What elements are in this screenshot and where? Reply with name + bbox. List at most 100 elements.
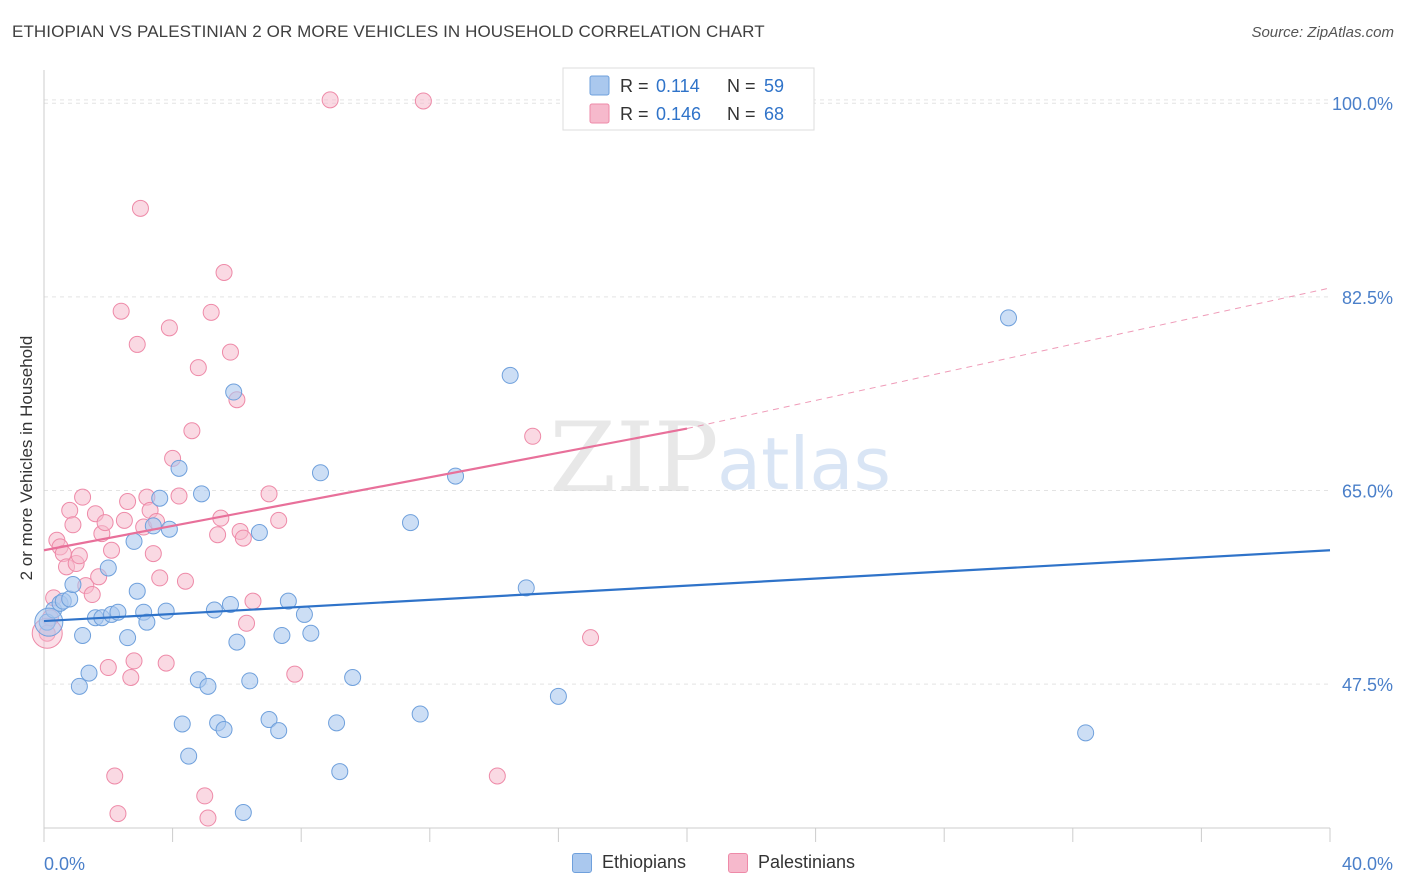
palestinians-point (286, 665, 304, 683)
ethiopians-point (402, 514, 420, 532)
palestinians-point (170, 487, 188, 505)
palestinians-point (202, 303, 220, 321)
ethiopians-point (199, 677, 217, 695)
palestinians-point (64, 516, 82, 534)
legend-n-label-palestinians: N = (727, 104, 756, 124)
x-tick-labels: 0.0% 40.0% (44, 854, 1393, 874)
palestinians-trend-line (43, 427, 688, 552)
palestinians-point (119, 493, 137, 511)
palestinians-point (157, 654, 175, 672)
ethiopians-point (160, 520, 178, 538)
legend-n-value-palestinians: 68 (764, 104, 784, 124)
ethiopians-point (64, 576, 82, 594)
ethiopians-point (1077, 724, 1095, 742)
palestinians-point (70, 547, 88, 565)
x-tick-label: 40.0% (1342, 854, 1393, 874)
ethiopians-point (501, 366, 519, 384)
palestinians-point (128, 335, 146, 353)
ethiopians-point (228, 633, 246, 651)
ethiopians-point (270, 722, 288, 740)
ethiopians-point (311, 464, 329, 482)
palestinians-point (96, 514, 114, 532)
palestinians-point (244, 592, 262, 610)
ethiopians-point (157, 602, 175, 620)
ethiopians-point (61, 590, 79, 608)
legend-item-ethiopians[interactable]: Ethiopians (572, 852, 686, 873)
ethiopians-point (119, 629, 137, 647)
watermark: ZIP atlas (549, 402, 891, 514)
trend-lines (43, 287, 1331, 623)
source-label: Source: ZipAtlas.com (1251, 24, 1394, 41)
ethiopians-point (170, 459, 188, 477)
ethiopians-trend-line (43, 549, 1331, 623)
palestinians-point (144, 545, 162, 563)
watermark-atlas: atlas (717, 422, 891, 506)
palestinians-point (524, 427, 542, 445)
ethiopians-points (34, 309, 1095, 822)
ethiopians-point (125, 532, 143, 550)
ethiopians-point (215, 721, 233, 739)
ethiopians-point (138, 613, 156, 631)
palestinians-point (131, 199, 149, 217)
ethiopians-point (250, 524, 268, 542)
palestinians-point (112, 302, 130, 320)
palestinians-point (151, 569, 169, 587)
legend-r-label-palestinians: R = (620, 104, 649, 124)
legend-top: R = 0.114 N = 59 R = 0.146 N = 68 (562, 67, 815, 131)
palestinians-point (125, 652, 143, 670)
legend-swatch-palestinians (589, 103, 610, 124)
y-tick-label: 82.5% (1342, 288, 1393, 308)
palestinians-point (183, 422, 201, 440)
ethiopians-point (173, 715, 191, 733)
y-tick-label: 65.0% (1342, 481, 1393, 501)
palestinians-point (209, 526, 227, 544)
ethiopians-point (193, 485, 211, 503)
palestinians-point (199, 809, 217, 827)
legend-item-palestinians[interactable]: Palestinians (728, 852, 855, 873)
palestinians-points (31, 91, 600, 827)
ethiopians-point (74, 626, 92, 644)
ethiopians-point (99, 559, 117, 577)
ethiopians-point (411, 705, 429, 723)
palestinians-trend-extension (686, 287, 1331, 430)
palestinians-point (221, 343, 239, 361)
palestinians-point (582, 629, 600, 647)
legend-r-label-ethiopians: R = (620, 76, 649, 96)
palestinians-point (103, 541, 121, 559)
ethiopians-point (205, 601, 223, 619)
palestinians-point (196, 787, 214, 805)
palestinians-point (115, 511, 133, 529)
palestinians-point (234, 529, 252, 547)
palestinians-point (189, 359, 207, 377)
watermark-zip: ZIP (549, 402, 718, 514)
palestinians-point (61, 501, 79, 519)
palestinians-point (260, 485, 278, 503)
palestinians-point (74, 488, 92, 506)
y-tick-label: 100.0% (1332, 94, 1393, 114)
legend-label-ethiopians: Ethiopians (602, 852, 687, 872)
ethiopians-point (517, 579, 535, 597)
y-tick-labels: 47.5% 65.0% 82.5% 100.0% (1332, 94, 1393, 695)
palestinians-point (215, 264, 233, 282)
palestinians-point (414, 92, 432, 110)
ethiopians-point (328, 714, 346, 732)
ethiopians-point (1000, 309, 1017, 327)
ethiopians-point (221, 595, 239, 613)
legend-swatch-ethiopians (589, 75, 610, 96)
palestinians-point (99, 659, 117, 677)
ethiopians-point (128, 582, 146, 600)
legend-swatch-ethiopians-bottom (572, 852, 592, 873)
legend-n-label-ethiopians: N = (727, 76, 756, 96)
palestinians-point (83, 586, 101, 604)
ethiopians-point (260, 711, 278, 729)
y-tick-label: 47.5% (1342, 675, 1393, 695)
ethiopians-point (234, 804, 252, 822)
palestinians-point (176, 572, 194, 590)
axes (43, 70, 1331, 842)
ethiopians-point (70, 677, 88, 695)
chart-title: ETHIOPIAN VS PALESTINIAN 2 OR MORE VEHIC… (12, 22, 765, 41)
palestinians-point (109, 805, 127, 823)
ethiopians-point-large (34, 607, 64, 637)
ethiopians-point (344, 669, 362, 687)
